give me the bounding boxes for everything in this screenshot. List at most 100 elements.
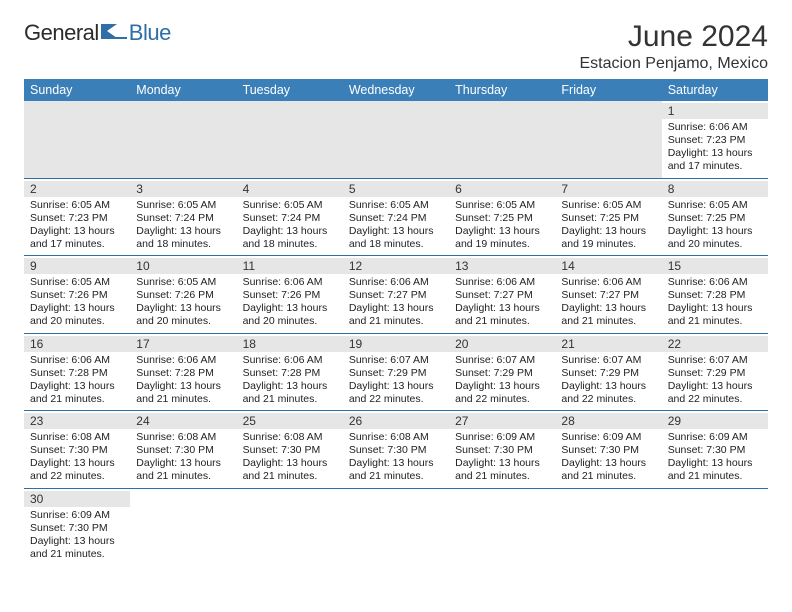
day-details: Sunrise: 6:07 AMSunset: 7:29 PMDaylight:… xyxy=(349,354,443,407)
day-details: Sunrise: 6:07 AMSunset: 7:29 PMDaylight:… xyxy=(561,354,655,407)
day-details: Sunrise: 6:05 AMSunset: 7:24 PMDaylight:… xyxy=(136,199,230,252)
day-number: 5 xyxy=(343,181,449,197)
day-details: Sunrise: 6:09 AMSunset: 7:30 PMDaylight:… xyxy=(455,431,549,484)
calendar-cell: 12 Sunrise: 6:06 AMSunset: 7:27 PMDayligh… xyxy=(343,256,449,334)
day-number: 15 xyxy=(662,258,768,274)
logo-flag-icon xyxy=(101,20,127,46)
logo-text-blue: Blue xyxy=(129,20,171,46)
day-number: 16 xyxy=(24,336,130,352)
day-details: Sunrise: 6:06 AMSunset: 7:27 PMDaylight:… xyxy=(349,276,443,329)
calendar-cell xyxy=(24,101,130,178)
calendar-cell: 15 Sunrise: 6:06 AMSunset: 7:28 PMDayligh… xyxy=(662,256,768,334)
calendar-cell: 25 Sunrise: 6:08 AMSunset: 7:30 PMDayligh… xyxy=(237,411,343,489)
calendar-cell xyxy=(449,488,555,565)
day-number: 3 xyxy=(130,181,236,197)
day-details: Sunrise: 6:08 AMSunset: 7:30 PMDaylight:… xyxy=(136,431,230,484)
calendar-cell: 6 Sunrise: 6:05 AMSunset: 7:25 PMDaylight… xyxy=(449,178,555,256)
day-number: 7 xyxy=(555,181,661,197)
calendar-cell xyxy=(555,488,661,565)
day-number: 19 xyxy=(343,336,449,352)
calendar-cell xyxy=(343,488,449,565)
calendar-row: 30Sunrise: 6:09 AMSunset: 7:30 PMDayligh… xyxy=(24,488,768,565)
logo: General Blue xyxy=(24,20,171,46)
calendar-cell xyxy=(555,101,661,178)
day-number: 12 xyxy=(343,258,449,274)
calendar-cell: 4Sunrise: 6:05 AMSunset: 7:24 PMDaylight… xyxy=(237,178,343,256)
day-number: 22 xyxy=(662,336,768,352)
day-details: Sunrise: 6:09 AMSunset: 7:30 PMDaylight:… xyxy=(668,431,762,484)
calendar-cell: 5 Sunrise: 6:05 AMSunset: 7:24 PMDaylight… xyxy=(343,178,449,256)
day-number: 29 xyxy=(662,413,768,429)
calendar-cell: 20 Sunrise: 6:07 AMSunset: 7:29 PMDayligh… xyxy=(449,333,555,411)
day-number: 6 xyxy=(449,181,555,197)
day-details: Sunrise: 6:05 AMSunset: 7:26 PMDaylight:… xyxy=(30,276,124,329)
day-number: 21 xyxy=(555,336,661,352)
calendar-cell xyxy=(343,101,449,178)
day-details: Sunrise: 6:05 AMSunset: 7:25 PMDaylight:… xyxy=(668,199,762,252)
calendar-cell: 3 Sunrise: 6:05 AMSunset: 7:24 PMDaylight… xyxy=(130,178,236,256)
calendar-cell xyxy=(237,101,343,178)
calendar-cell: 1 Sunrise: 6:06 AMSunset: 7:23 PMDaylight… xyxy=(662,101,768,178)
day-details: Sunrise: 6:05 AMSunset: 7:23 PMDaylight:… xyxy=(30,199,124,252)
calendar-cell xyxy=(662,488,768,565)
day-number: 20 xyxy=(449,336,555,352)
day-number: 26 xyxy=(343,413,449,429)
calendar-cell: 16 Sunrise: 6:06 AMSunset: 7:28 PMDayligh… xyxy=(24,333,130,411)
calendar-table: Sunday Monday Tuesday Wednesday Thursday… xyxy=(24,79,768,565)
calendar-cell: 21 Sunrise: 6:07 AMSunset: 7:29 PMDayligh… xyxy=(555,333,661,411)
day-number: 14 xyxy=(555,258,661,274)
calendar-row: 16 Sunrise: 6:06 AMSunset: 7:28 PMDayligh… xyxy=(24,333,768,411)
day-details: Sunrise: 6:05 AMSunset: 7:24 PMDaylight:… xyxy=(243,199,337,252)
calendar-cell: 30Sunrise: 6:09 AMSunset: 7:30 PMDayligh… xyxy=(24,488,130,565)
day-details: Sunrise: 6:06 AMSunset: 7:27 PMDaylight:… xyxy=(561,276,655,329)
day-number: 24 xyxy=(130,413,236,429)
day-details: Sunrise: 6:06 AMSunset: 7:28 PMDaylight:… xyxy=(668,276,762,329)
location: Estacion Penjamo, Mexico xyxy=(579,55,768,73)
day-number: 1 xyxy=(662,103,768,119)
day-details: Sunrise: 6:08 AMSunset: 7:30 PMDaylight:… xyxy=(243,431,337,484)
calendar-cell: 2Sunrise: 6:05 AMSunset: 7:23 PMDaylight… xyxy=(24,178,130,256)
day-number: 9 xyxy=(24,258,130,274)
day-details: Sunrise: 6:05 AMSunset: 7:25 PMDaylight:… xyxy=(561,199,655,252)
calendar-cell: 10Sunrise: 6:05 AMSunset: 7:26 PMDayligh… xyxy=(130,256,236,334)
day-header: Saturday xyxy=(662,79,768,101)
logo-text-general: General xyxy=(24,20,99,46)
day-details: Sunrise: 6:06 AMSunset: 7:28 PMDaylight:… xyxy=(30,354,124,407)
calendar-row: 23Sunrise: 6:08 AMSunset: 7:30 PMDayligh… xyxy=(24,411,768,489)
day-details: Sunrise: 6:05 AMSunset: 7:25 PMDaylight:… xyxy=(455,199,549,252)
day-details: Sunrise: 6:06 AMSunset: 7:28 PMDaylight:… xyxy=(136,354,230,407)
day-header: Friday xyxy=(555,79,661,101)
header: General Blue June 2024 Estacion Penjamo,… xyxy=(24,20,768,73)
day-details: Sunrise: 6:06 AMSunset: 7:26 PMDaylight:… xyxy=(243,276,337,329)
day-header: Monday xyxy=(130,79,236,101)
calendar-cell: 13Sunrise: 6:06 AMSunset: 7:27 PMDayligh… xyxy=(449,256,555,334)
calendar-cell: 17 Sunrise: 6:06 AMSunset: 7:28 PMDayligh… xyxy=(130,333,236,411)
day-details: Sunrise: 6:09 AMSunset: 7:30 PMDaylight:… xyxy=(30,509,124,562)
calendar-cell: 14 Sunrise: 6:06 AMSunset: 7:27 PMDayligh… xyxy=(555,256,661,334)
calendar-cell: 23Sunrise: 6:08 AMSunset: 7:30 PMDayligh… xyxy=(24,411,130,489)
calendar-cell: 27Sunrise: 6:09 AMSunset: 7:30 PMDayligh… xyxy=(449,411,555,489)
day-details: Sunrise: 6:07 AMSunset: 7:29 PMDaylight:… xyxy=(455,354,549,407)
day-number: 25 xyxy=(237,413,343,429)
day-number: 8 xyxy=(662,181,768,197)
calendar-cell: 28 Sunrise: 6:09 AMSunset: 7:30 PMDayligh… xyxy=(555,411,661,489)
calendar-cell: 11Sunrise: 6:06 AMSunset: 7:26 PMDayligh… xyxy=(237,256,343,334)
day-header: Wednesday xyxy=(343,79,449,101)
calendar-cell: 19 Sunrise: 6:07 AMSunset: 7:29 PMDayligh… xyxy=(343,333,449,411)
calendar-cell xyxy=(130,488,236,565)
day-details: Sunrise: 6:08 AMSunset: 7:30 PMDaylight:… xyxy=(349,431,443,484)
day-details: Sunrise: 6:06 AMSunset: 7:23 PMDaylight:… xyxy=(668,121,762,174)
day-header: Tuesday xyxy=(237,79,343,101)
day-details: Sunrise: 6:05 AMSunset: 7:26 PMDaylight:… xyxy=(136,276,230,329)
calendar-row: 2Sunrise: 6:05 AMSunset: 7:23 PMDaylight… xyxy=(24,178,768,256)
day-details: Sunrise: 6:09 AMSunset: 7:30 PMDaylight:… xyxy=(561,431,655,484)
calendar-row: 9 Sunrise: 6:05 AMSunset: 7:26 PMDaylight… xyxy=(24,256,768,334)
day-details: Sunrise: 6:05 AMSunset: 7:24 PMDaylight:… xyxy=(349,199,443,252)
day-details: Sunrise: 6:06 AMSunset: 7:28 PMDaylight:… xyxy=(243,354,337,407)
calendar-cell: 7 Sunrise: 6:05 AMSunset: 7:25 PMDaylight… xyxy=(555,178,661,256)
month-title: June 2024 xyxy=(579,20,768,53)
day-number: 17 xyxy=(130,336,236,352)
calendar-row: 1 Sunrise: 6:06 AMSunset: 7:23 PMDaylight… xyxy=(24,101,768,178)
day-number: 18 xyxy=(237,336,343,352)
day-number: 28 xyxy=(555,413,661,429)
